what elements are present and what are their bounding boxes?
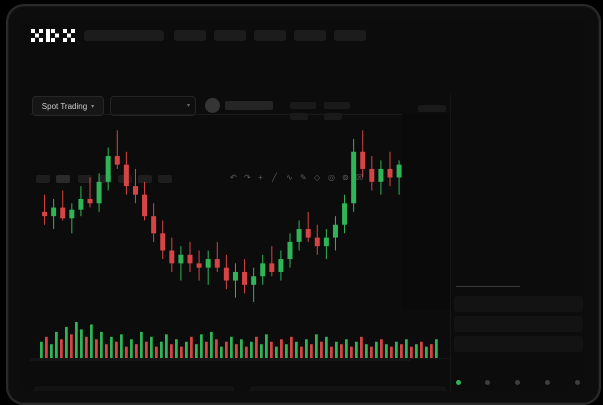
top-navigation-bar [22,18,585,52]
chart-overlay-artifact [402,114,452,309]
amount-slider[interactable] [456,380,580,385]
volume-chart [30,318,450,363]
stat-value-2 [324,113,342,120]
slider-dot-25[interactable] [485,380,490,385]
volume-svg [30,322,438,361]
nav-search-pill[interactable] [84,30,164,41]
crosshair-icon[interactable]: + [258,173,263,182]
order-type-field[interactable] [454,296,583,312]
timeframe-7[interactable] [158,175,172,183]
trading-pair-selector[interactable]: ▾ [110,96,196,116]
trendline-icon[interactable]: ╱ [272,173,277,182]
nav-item-5[interactable] [334,30,366,41]
timeframe-2-selected[interactable] [56,175,70,183]
nav-item-3[interactable] [254,30,286,41]
stat-value-1 [290,113,308,120]
coin-avatar [205,98,220,113]
amount-field[interactable] [454,336,583,352]
eye-icon[interactable]: ◎ [328,173,335,182]
orders-panel-left [34,386,234,391]
slider-dot-0[interactable] [456,380,461,385]
magnet-icon[interactable]: ◇ [314,173,321,182]
chart-top-divider [30,114,450,115]
trash-icon[interactable]: ☒ [356,173,364,182]
market-type-button[interactable]: Spot Trading ▾ [32,96,104,116]
timeframe-6[interactable] [138,175,152,183]
timeframe-1[interactable] [36,175,50,183]
orders-panel-right [250,386,446,391]
nav-item-4[interactable] [294,30,326,41]
horizontal-divider [30,358,450,359]
slider-dot-100[interactable] [575,380,580,385]
okx-logo-icon[interactable] [31,29,75,42]
slider-dot-75[interactable] [545,380,550,385]
timeframe-3[interactable] [78,175,92,183]
market-type-label: Spot Trading [41,101,88,111]
price-field[interactable] [454,316,583,332]
stat-label-2 [324,102,350,109]
lock-icon[interactable]: ⊚ [342,173,349,182]
fib-icon[interactable]: ∿ [286,173,293,182]
candlestick-chart[interactable] [30,114,450,314]
nav-item-1[interactable] [174,30,206,41]
last-price-display [225,101,273,110]
nav-item-2[interactable] [214,30,246,41]
tablet-screen: Spot Trading ▾ ▾ [22,18,585,391]
timeframe-4[interactable] [98,175,112,183]
market-header: Spot Trading ▾ ▾ [22,52,585,120]
candlestick-svg [42,126,438,302]
chevron-down-icon: ▾ [91,103,95,110]
tablet-frame: Spot Trading ▾ ▾ [6,4,601,405]
orders-tabs [32,364,452,378]
stat-label-3 [418,105,446,112]
slider-dot-50[interactable] [515,380,520,385]
trade-form: Buy Sell [454,270,583,290]
brush-icon[interactable]: ✎ [300,173,307,182]
undo-icon[interactable]: ↶ [230,173,237,182]
vertical-divider [450,94,451,391]
chevron-down-icon: ▾ [186,103,190,109]
stat-label-1 [290,102,316,109]
redo-icon[interactable]: ↷ [244,173,251,182]
tab-underline [456,286,520,287]
